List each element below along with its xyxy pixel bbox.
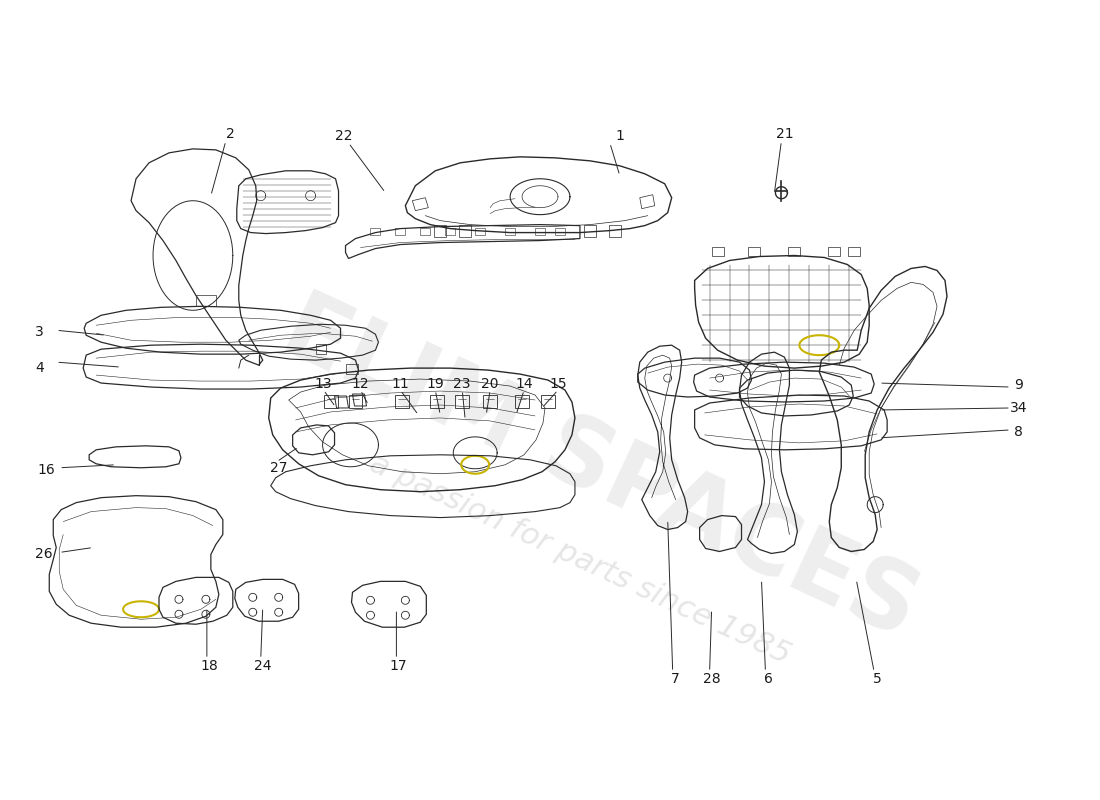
Text: 3: 3 <box>35 326 44 339</box>
Text: 18: 18 <box>200 659 218 673</box>
Text: 1: 1 <box>615 129 625 143</box>
Text: 11: 11 <box>392 377 409 391</box>
Text: 9: 9 <box>1014 378 1023 392</box>
Text: a passion for parts since 1985: a passion for parts since 1985 <box>365 449 795 670</box>
Text: 23: 23 <box>453 377 471 391</box>
Text: 12: 12 <box>352 377 370 391</box>
Text: 17: 17 <box>389 659 407 673</box>
Text: 16: 16 <box>37 462 55 477</box>
Text: 26: 26 <box>35 547 53 562</box>
Text: 34: 34 <box>1010 401 1027 415</box>
Text: 24: 24 <box>254 659 272 673</box>
Text: 19: 19 <box>427 377 444 391</box>
Text: 20: 20 <box>482 377 499 391</box>
Text: 28: 28 <box>703 672 720 686</box>
Text: 2: 2 <box>227 127 235 141</box>
Text: 6: 6 <box>764 672 773 686</box>
Text: ELIM SPACES: ELIM SPACES <box>267 282 932 658</box>
Text: 4: 4 <box>35 361 44 375</box>
Text: 22: 22 <box>334 129 352 143</box>
Text: 7: 7 <box>671 672 680 686</box>
Text: 21: 21 <box>776 127 793 141</box>
Text: 14: 14 <box>515 377 532 391</box>
Text: 15: 15 <box>549 377 566 391</box>
Text: 8: 8 <box>1014 425 1023 439</box>
Text: 13: 13 <box>315 377 332 391</box>
Text: 27: 27 <box>270 461 287 474</box>
Text: 5: 5 <box>872 672 881 686</box>
